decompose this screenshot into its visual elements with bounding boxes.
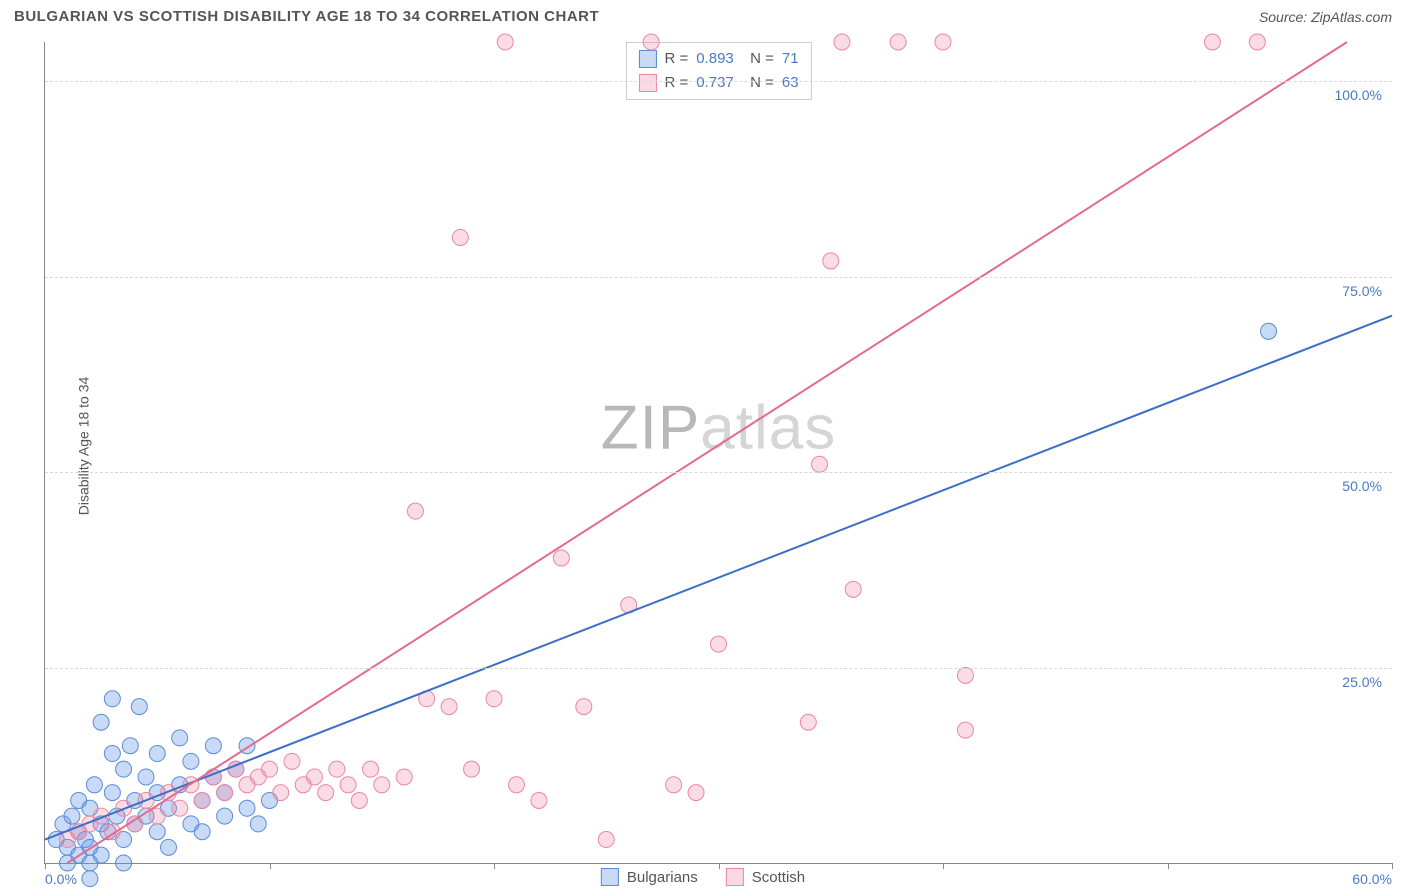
data-point [464, 761, 480, 777]
legend-item-bulgarians: Bulgarians [601, 868, 698, 886]
legend-item-scottish: Scottish [726, 868, 805, 886]
source-attribution: Source: ZipAtlas.com [1259, 9, 1392, 25]
data-point [194, 824, 210, 840]
scatter-svg [45, 42, 1392, 863]
data-point [1261, 323, 1277, 339]
data-point [957, 667, 973, 683]
gridline [45, 81, 1392, 82]
data-point [194, 792, 210, 808]
x-tick [270, 863, 271, 869]
y-tick-label: 50.0% [1342, 478, 1382, 494]
data-point [329, 761, 345, 777]
data-point [172, 730, 188, 746]
chart-title: BULGARIAN VS SCOTTISH DISABILITY AGE 18 … [14, 8, 599, 25]
data-point [374, 777, 390, 793]
data-point [183, 753, 199, 769]
data-point [122, 738, 138, 754]
data-point [688, 785, 704, 801]
data-point [116, 761, 132, 777]
data-point [149, 824, 165, 840]
x-tick [1168, 863, 1169, 869]
data-point [64, 808, 80, 824]
data-point [800, 714, 816, 730]
data-point [273, 785, 289, 801]
data-point [531, 792, 547, 808]
data-point [351, 792, 367, 808]
data-point [104, 746, 120, 762]
x-tick [943, 863, 944, 869]
data-point [86, 777, 102, 793]
data-point [138, 769, 154, 785]
series-legend: Bulgarians Scottish [601, 868, 805, 886]
data-point [93, 847, 109, 863]
gridline [45, 472, 1392, 473]
data-point [1249, 34, 1265, 50]
data-point [217, 808, 233, 824]
data-point [441, 699, 457, 715]
data-point [363, 761, 379, 777]
data-point [306, 769, 322, 785]
legend-label: Bulgarians [627, 869, 698, 886]
data-point [262, 761, 278, 777]
data-point [396, 769, 412, 785]
y-tick-label: 75.0% [1342, 283, 1382, 299]
data-point [834, 34, 850, 50]
y-tick-label: 100.0% [1335, 87, 1382, 103]
legend-label: Scottish [752, 869, 805, 886]
data-point [666, 777, 682, 793]
data-point [82, 871, 98, 887]
data-point [239, 800, 255, 816]
data-point [93, 714, 109, 730]
x-tick [494, 863, 495, 869]
data-point [340, 777, 356, 793]
data-point [149, 746, 165, 762]
data-point [711, 636, 727, 652]
data-point [217, 785, 233, 801]
gridline [45, 277, 1392, 278]
data-point [160, 839, 176, 855]
data-point [250, 816, 266, 832]
gridline [45, 668, 1392, 669]
data-point [284, 753, 300, 769]
data-point [486, 691, 502, 707]
data-point [643, 34, 659, 50]
data-point [104, 691, 120, 707]
y-tick-label: 25.0% [1342, 674, 1382, 690]
data-point [131, 699, 147, 715]
data-point [553, 550, 569, 566]
x-tick [1392, 863, 1393, 869]
data-point [104, 785, 120, 801]
chart-plot-area: ZIPatlas R = 0.893 N = 71 R = 0.737 N = … [44, 42, 1392, 864]
data-point [890, 34, 906, 50]
data-point [935, 34, 951, 50]
data-point [205, 738, 221, 754]
data-point [407, 503, 423, 519]
data-point [576, 699, 592, 715]
data-point [845, 581, 861, 597]
data-point [116, 855, 132, 871]
data-point [149, 808, 165, 824]
swatch-blue-icon [601, 868, 619, 886]
x-end-label: 60.0% [1352, 871, 1392, 887]
data-point [172, 800, 188, 816]
trend-line [67, 42, 1347, 863]
data-point [823, 253, 839, 269]
x-tick [45, 863, 46, 869]
data-point [812, 456, 828, 472]
data-point [318, 785, 334, 801]
data-point [1204, 34, 1220, 50]
data-point [497, 34, 513, 50]
data-point [508, 777, 524, 793]
data-point [957, 722, 973, 738]
x-origin-label: 0.0% [45, 871, 77, 887]
data-point [598, 832, 614, 848]
swatch-pink-icon [726, 868, 744, 886]
data-point [452, 229, 468, 245]
trend-line [45, 316, 1392, 840]
